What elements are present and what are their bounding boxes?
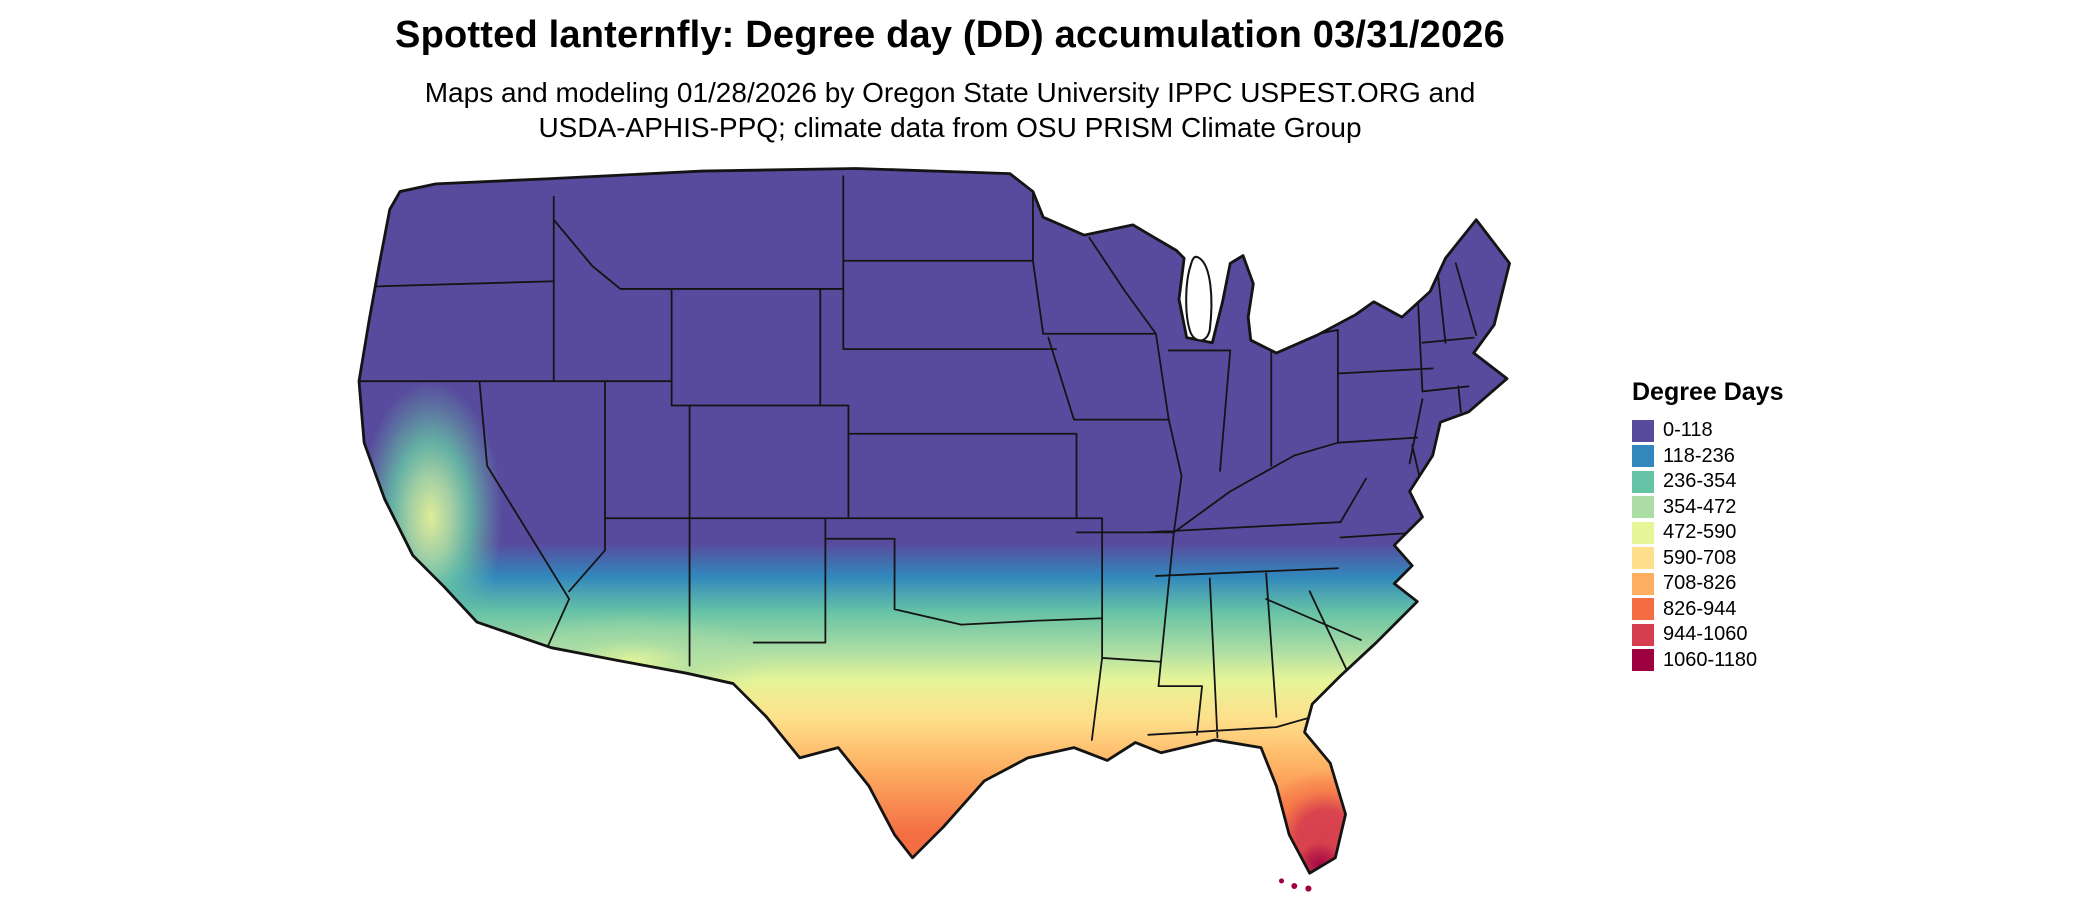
legend-entry: 354-472 — [1632, 495, 1783, 521]
south-florida-shading — [1209, 698, 1441, 874]
legend-swatch — [1632, 496, 1654, 519]
map-subtitle-line2: USDA-APHIS-PPQ; climate data from OSU PR… — [538, 112, 1362, 143]
legend-swatch — [1632, 445, 1654, 468]
legend-swatch — [1632, 470, 1654, 493]
legend-label: 826-944 — [1663, 597, 1737, 620]
legend-label: 1060-1180 — [1663, 648, 1758, 671]
legend-entries: 0-118 118-236 236-354 354-472 472-590 590-708… — [1632, 418, 1783, 673]
legend-entry: 118-236 — [1632, 444, 1783, 470]
legend-entry: 236-354 — [1632, 469, 1783, 495]
legend-entry: 826-944 — [1632, 597, 1783, 623]
legend-label: 944-1060 — [1663, 623, 1748, 646]
conus-landmass — [359, 168, 1510, 874]
legend-swatch — [1632, 623, 1654, 646]
legend-entry: 590-708 — [1632, 546, 1783, 572]
legend-swatch — [1632, 419, 1654, 442]
legend-label: 118-236 — [1663, 444, 1735, 467]
legend-label: 236-354 — [1663, 470, 1737, 493]
map-subtitle-line1: Maps and modeling 01/28/2026 by Oregon S… — [424, 77, 1476, 108]
legend-entry: 472-590 — [1632, 520, 1783, 546]
arizona-border-shading — [471, 596, 818, 730]
map-subtitle: Maps and modeling 01/28/2026 by Oregon S… — [0, 75, 1900, 145]
legend-swatch — [1632, 572, 1654, 595]
legend-label: 0-118 — [1663, 419, 1713, 442]
legend-title: Degree Days — [1632, 378, 1784, 406]
legend-swatch — [1632, 598, 1654, 621]
legend-entry: 1060-1180 — [1632, 648, 1783, 674]
legend-swatch — [1632, 521, 1654, 544]
map-header: Spotted lanternfly: Degree day (DD) accu… — [0, 14, 1900, 145]
legend-label: 472-590 — [1663, 521, 1737, 544]
legend-swatch — [1632, 547, 1654, 570]
lake-michigan — [1185, 255, 1213, 342]
legend-label: 590-708 — [1663, 546, 1737, 569]
legend-entry: 0-118 — [1632, 418, 1783, 444]
legend-swatch — [1632, 649, 1654, 672]
legend-entry: 708-826 — [1632, 571, 1783, 597]
state-borders — [359, 175, 1478, 741]
us-degree-day-map — [357, 167, 1511, 892]
map-legend: Degree Days 0-118 118-236 236-354 354-472 47… — [1632, 378, 1783, 673]
legend-label: 708-826 — [1663, 572, 1737, 595]
florida-keys — [1278, 878, 1312, 892]
map-title: Spotted lanternfly: Degree day (DD) accu… — [395, 14, 1505, 56]
legend-entry: 944-1060 — [1632, 622, 1783, 648]
legend-label: 354-472 — [1663, 495, 1737, 518]
